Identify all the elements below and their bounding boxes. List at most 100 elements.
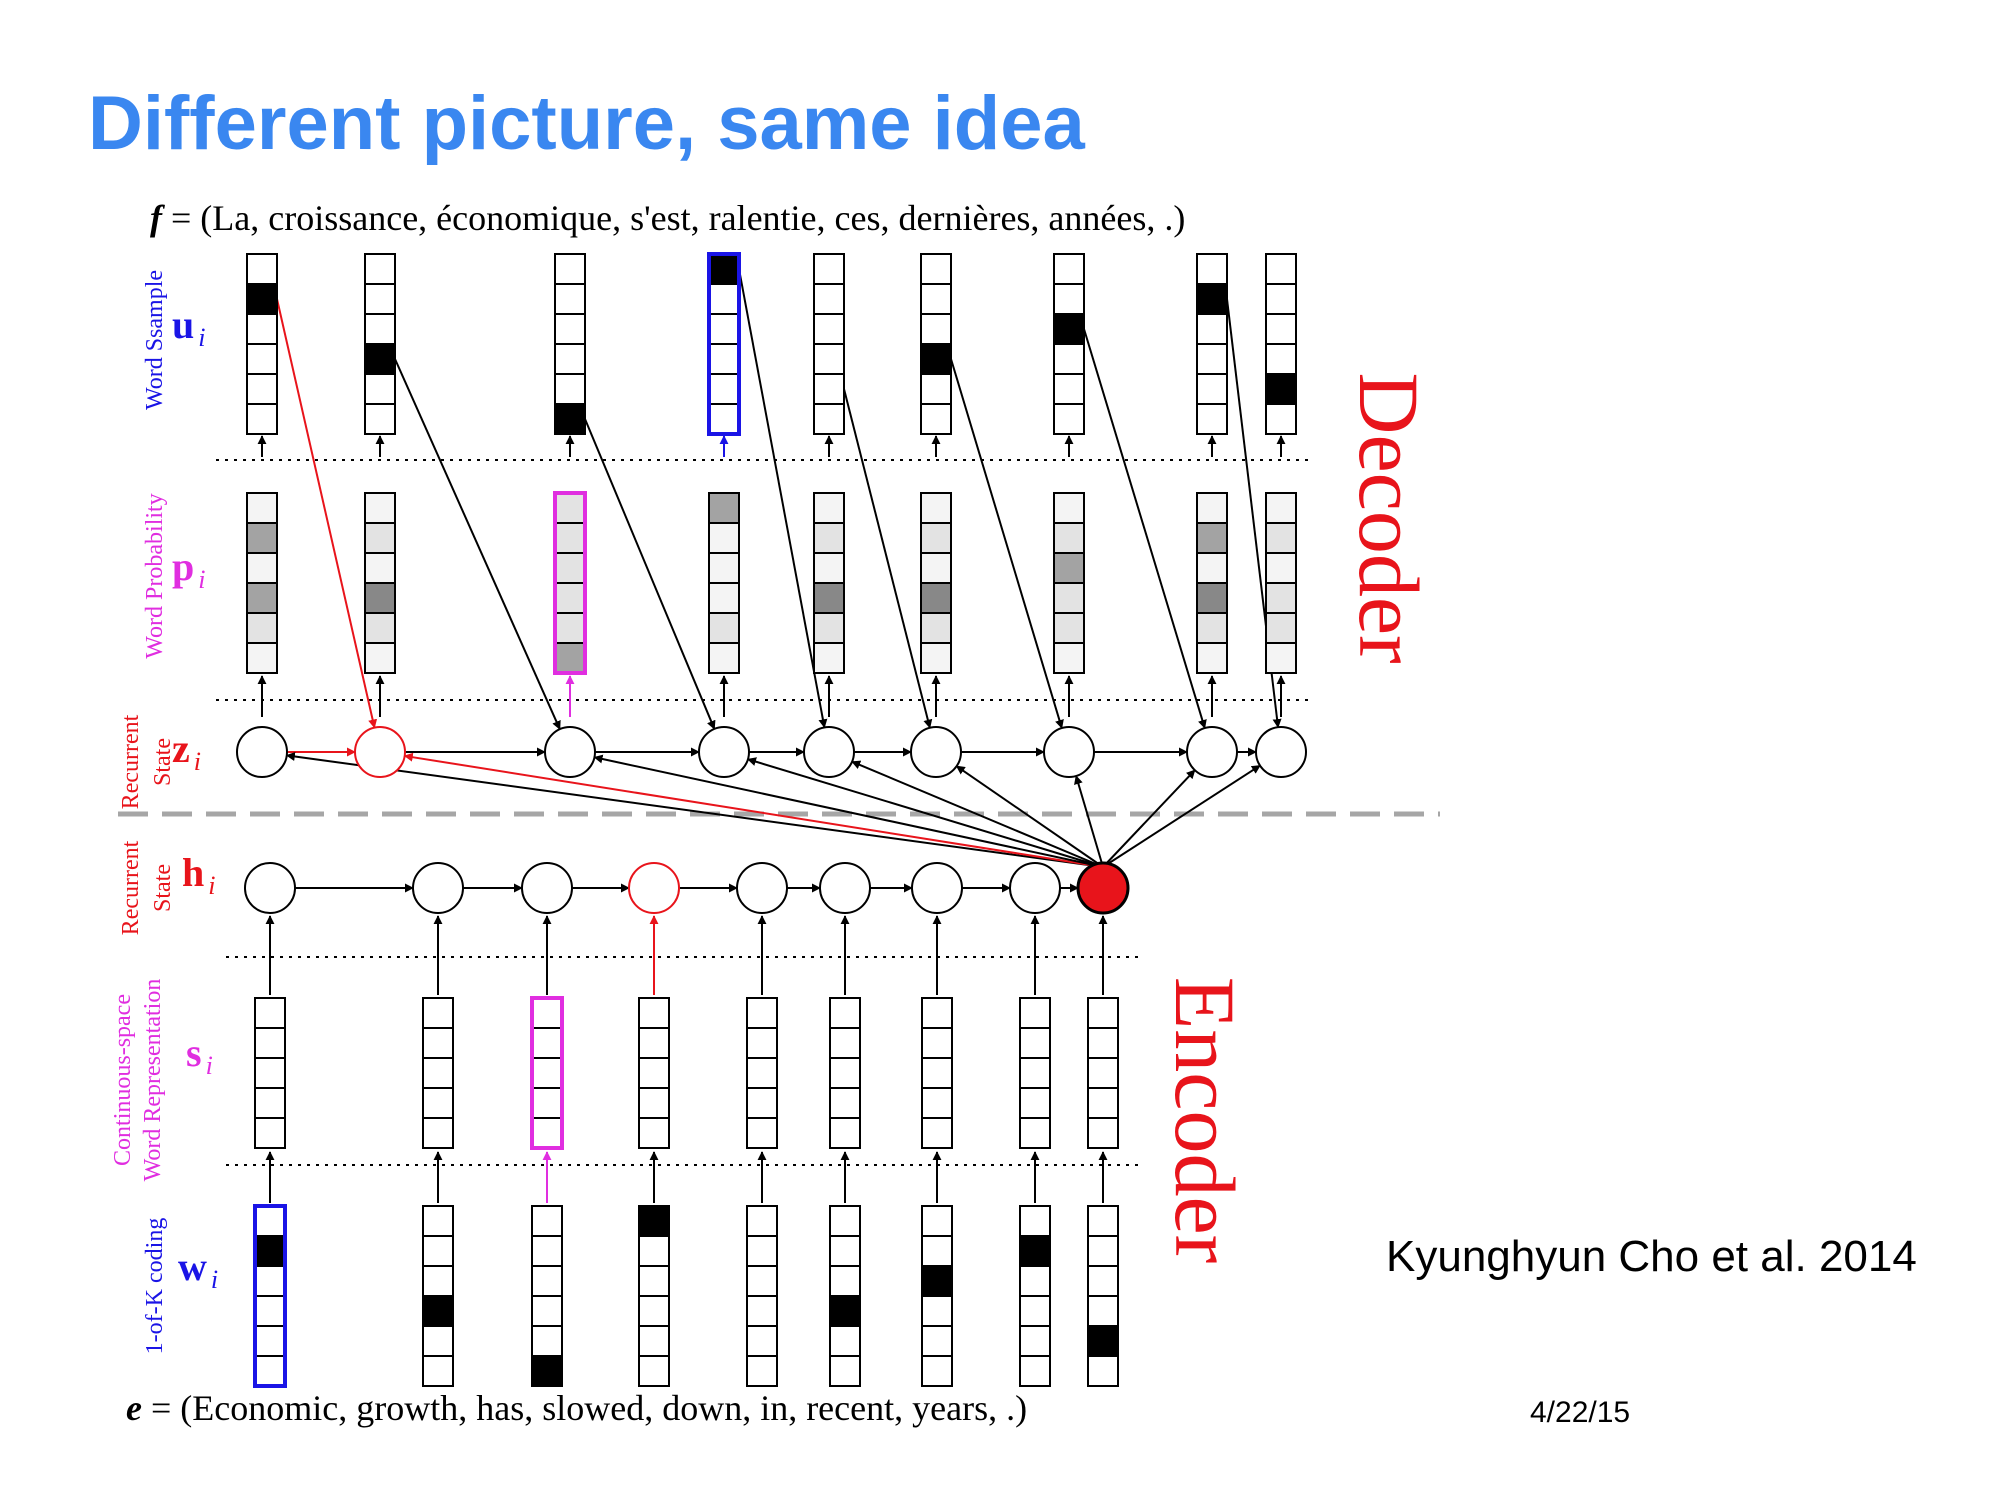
row-separators bbox=[216, 459, 1314, 1166]
z-state-6 bbox=[910, 726, 962, 778]
u-vector-2-cell bbox=[364, 253, 396, 285]
w-vector-9-cell bbox=[1087, 1325, 1119, 1357]
p-vector-8-cell bbox=[1196, 552, 1228, 584]
connection-arrows bbox=[257, 268, 1286, 1203]
u-vector-1-cell bbox=[246, 373, 278, 405]
z-state-5 bbox=[803, 726, 855, 778]
s-vector-1-cell bbox=[254, 1117, 286, 1149]
p-vector-9-cell bbox=[1265, 552, 1297, 584]
u-vector-1-cell bbox=[246, 343, 278, 375]
u-vector-9-cell bbox=[1265, 343, 1297, 375]
p-vector-3-cell bbox=[554, 582, 586, 614]
w-vector-5-cell bbox=[746, 1295, 778, 1327]
s-vector-2 bbox=[422, 997, 454, 1149]
p-vector-6-cell bbox=[920, 552, 952, 584]
p-vector-8-cell bbox=[1196, 612, 1228, 644]
u-vector-4-cell bbox=[708, 343, 740, 375]
u-vector-4-highlight bbox=[707, 252, 741, 436]
w-vector-4-cell bbox=[638, 1325, 670, 1357]
u-vector-2-cell bbox=[364, 313, 396, 345]
u-vector-1-cell bbox=[246, 403, 278, 435]
w-vector-4-cell bbox=[638, 1235, 670, 1267]
context-arrow-7 bbox=[1074, 775, 1104, 868]
w-vector-6-cell bbox=[829, 1325, 861, 1357]
s-vector-7 bbox=[921, 997, 953, 1149]
s-vector-9-cell bbox=[1087, 1027, 1119, 1059]
z-state-7 bbox=[1043, 726, 1095, 778]
w-vector-4 bbox=[638, 1205, 670, 1387]
s-vector-3-cell bbox=[531, 1027, 563, 1059]
w-vector-2-cell bbox=[422, 1355, 454, 1387]
context-arrow-4 bbox=[747, 757, 1104, 868]
p-vector-3-cell bbox=[554, 642, 586, 674]
w-vector-7-cell bbox=[921, 1235, 953, 1267]
u-vector-1-cell bbox=[246, 313, 278, 345]
p-vector-9-cell bbox=[1265, 582, 1297, 614]
s-vector-7-cell bbox=[921, 1027, 953, 1059]
p-vector-7-cell bbox=[1053, 552, 1085, 584]
w-vector-3-cell bbox=[531, 1325, 563, 1357]
s-vector-1-cell bbox=[254, 1087, 286, 1119]
s-vector-9-cell bbox=[1087, 997, 1119, 1029]
w-vector-6-cell bbox=[829, 1205, 861, 1237]
u-vector-7 bbox=[1053, 253, 1085, 435]
u-vector-5 bbox=[813, 253, 845, 435]
s-vector-2-cell bbox=[422, 1087, 454, 1119]
w-vector-6-cell bbox=[829, 1235, 861, 1267]
feedback-arrow-2 bbox=[394, 358, 561, 730]
s-vector-7-cell bbox=[921, 1117, 953, 1149]
s-vector-5-cell bbox=[746, 1087, 778, 1119]
u-vector-6-cell bbox=[920, 403, 952, 435]
w-vector-7-cell bbox=[921, 1205, 953, 1237]
feedback-arrow-4 bbox=[738, 268, 828, 729]
p-vector-1-cell bbox=[246, 612, 278, 644]
s-vector-3-cell bbox=[531, 1057, 563, 1089]
w-vector-7-cell bbox=[921, 1355, 953, 1387]
target-sentence: f = (La, croissance, économique, s'est, … bbox=[150, 198, 1185, 238]
s-vector-8-cell bbox=[1019, 1027, 1051, 1059]
u-vector-1-cell bbox=[246, 283, 278, 315]
u-vector-1-cell bbox=[246, 253, 278, 285]
w-vector-3-cell bbox=[531, 1205, 563, 1237]
u-vector-7-cell bbox=[1053, 313, 1085, 345]
h-row-caption: Recurrent State bbox=[118, 840, 176, 935]
u-vector-3-cell bbox=[554, 343, 586, 375]
p-vector-2-cell bbox=[364, 612, 396, 644]
p-vector-1-cell bbox=[246, 552, 278, 584]
context-arrow-2 bbox=[403, 752, 1104, 868]
p-row-caption: Word Probability bbox=[142, 493, 168, 658]
w-vector-8-cell bbox=[1019, 1205, 1051, 1237]
p-vector-9-cell bbox=[1265, 642, 1297, 674]
s-vector-7-cell bbox=[921, 1087, 953, 1119]
h-state-2 bbox=[412, 862, 464, 914]
u-vector-2-cell bbox=[364, 283, 396, 315]
u-vector-8-cell bbox=[1196, 343, 1228, 375]
citation: Kyunghyun Cho et al. 2014 bbox=[1386, 1232, 1917, 1281]
u-vector-3-cell bbox=[554, 283, 586, 315]
u-vector-7-cell bbox=[1053, 253, 1085, 285]
source-sentence: e = (Economic, growth, has, slowed, down… bbox=[126, 1388, 1027, 1428]
w-vector-5 bbox=[746, 1205, 778, 1387]
u-vector-6-cell bbox=[920, 283, 952, 315]
h-state-1 bbox=[244, 862, 296, 914]
w-vector-1-highlight bbox=[253, 1204, 287, 1388]
encoder-label: Encoder bbox=[1157, 977, 1253, 1264]
w-vector-9-cell bbox=[1087, 1355, 1119, 1387]
w-vector-1-cell bbox=[254, 1295, 286, 1327]
s-vector-9-cell bbox=[1087, 1057, 1119, 1089]
p-vector-7 bbox=[1053, 492, 1085, 674]
w-vector-1-cell bbox=[254, 1325, 286, 1357]
feedback-arrow-6 bbox=[950, 358, 1064, 729]
s-vector-7-cell bbox=[921, 1057, 953, 1089]
s-vector-6 bbox=[829, 997, 861, 1149]
s-row-caption: Continuous-space Word Representation bbox=[110, 979, 166, 1182]
u-vector-5-cell bbox=[813, 373, 845, 405]
w-vector-1-cell bbox=[254, 1235, 286, 1267]
u-vector-1 bbox=[246, 253, 278, 435]
s-vector-9-cell bbox=[1087, 1087, 1119, 1119]
p-vector-5-cell bbox=[813, 522, 845, 554]
u-vector-6-cell bbox=[920, 253, 952, 285]
s-vector-1-cell bbox=[254, 997, 286, 1029]
